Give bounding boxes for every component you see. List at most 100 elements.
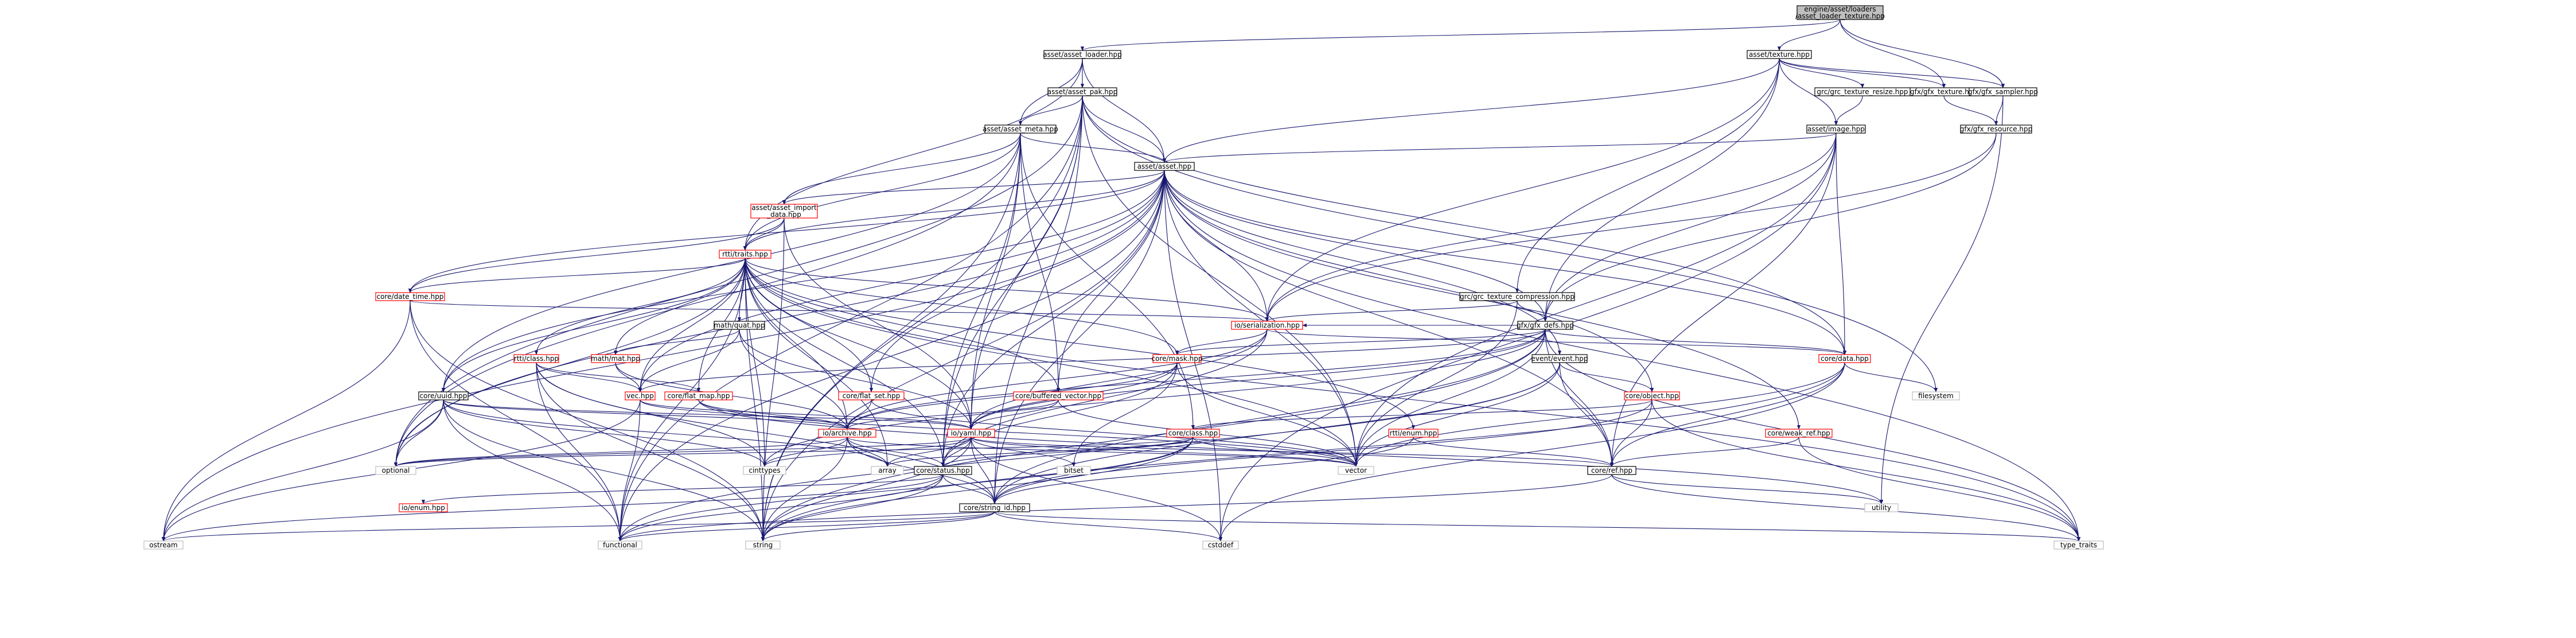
node-utility: utility	[1864, 503, 1899, 512]
edge-core_ref-to-utility	[1611, 474, 1883, 504]
node-io-archive[interactable]: io/archive.hpp	[818, 429, 876, 438]
node-core-mask[interactable]: core/mask.hpp	[1152, 354, 1203, 363]
node-label: asset/asset_meta.hpp	[983, 125, 1058, 133]
node-box	[1231, 321, 1303, 330]
node-core-data[interactable]: core/data.hpp	[1818, 354, 1871, 363]
node-event-event[interactable]: event/event.hpp	[1531, 354, 1588, 363]
edge-asset_pak-to-core_data	[1082, 95, 1847, 355]
node-label: _data.hpp	[766, 211, 801, 219]
edge-rtti_traits-to-core_date_time	[408, 258, 746, 293]
node-asset-meta[interactable]: asset/asset_meta.hpp	[983, 125, 1058, 134]
node-box	[1152, 354, 1202, 363]
node-io-serialization[interactable]: io/serialization.hpp	[1231, 321, 1303, 330]
node-root[interactable]: engine/asset/loaders/asset_loader_textur…	[1795, 5, 1885, 20]
edge-asset_asset-to-vec	[638, 170, 1165, 392]
node-grc-texture-resize[interactable]: grc/grc_texture_resize.hpp	[1814, 87, 1911, 96]
node-rtti-enum[interactable]: rtti/enum.hpp	[1388, 429, 1439, 438]
node-box	[1818, 354, 1871, 363]
node-label: io/serialization.hpp	[1234, 321, 1300, 329]
node-label: engine/asset/loaders	[1804, 5, 1876, 13]
node-box	[1517, 321, 1573, 330]
edge-asset_asset-to-functional	[618, 170, 1165, 542]
node-asset-image[interactable]: asset/image.hpp	[1806, 125, 1866, 134]
edge-asset_pak-to-asset_asset	[1082, 95, 1167, 163]
node-box	[1459, 292, 1575, 301]
edge-rtti_traits-to-math_mat	[613, 258, 746, 355]
node-core-object[interactable]: core/object.hpp	[1624, 391, 1680, 400]
node-label: core/flat_map.hpp	[668, 392, 730, 400]
node-label: vector	[1345, 466, 1367, 474]
node-box	[947, 429, 995, 438]
node-core-flat-set[interactable]: core/flat_set.hpp	[838, 391, 905, 400]
edge-io_serialization-to-core_data	[1266, 329, 1846, 355]
node-core-flat-map[interactable]: core/flat_map.hpp	[664, 391, 733, 400]
node-math-mat[interactable]: math/mat.hpp	[591, 354, 640, 363]
edge-rtti_class-to-core_flat_map	[536, 362, 701, 392]
node-box	[143, 540, 184, 550]
node-io-yaml[interactable]: io/yaml.hpp	[947, 429, 995, 438]
edge-core_flat_set-to-io_archive	[845, 399, 872, 430]
edge-asset_pak-to-asset_meta	[1018, 95, 1083, 126]
edge-core_class-to-core_string_id	[992, 437, 1194, 504]
edge-gfx_sampler-to-gfx_resource	[1994, 95, 2004, 126]
edge-vec-to-io_archive	[640, 399, 849, 430]
node-label: core/status.hpp	[916, 466, 970, 474]
node-label: gfx/gfx_resource.hpp	[1960, 125, 2033, 133]
edge-rtti_traits-to-cinttypes	[745, 258, 767, 467]
node-gfx-defs[interactable]: gfx/gfx_defs.hpp	[1517, 321, 1574, 330]
node-core-class[interactable]: core/class.hpp	[1166, 429, 1220, 438]
edge-io_yaml-to-array	[885, 437, 972, 467]
edge-rtti_class-to-string	[536, 362, 765, 542]
node-asset-import-data[interactable]: asset/asset_import_data.hpp	[750, 204, 818, 219]
node-gfx-texture[interactable]: gfx/gfx_texture.hpp	[1909, 87, 1979, 96]
node-math-quat[interactable]: math/quat.hpp	[714, 321, 765, 330]
edge-core_buffered_vector-to-io_archive	[845, 399, 1059, 430]
node-label: optional	[382, 466, 410, 474]
node-gfx-sampler[interactable]: gfx/gfx_sampler.hpp	[1968, 87, 2038, 96]
edge-asset_import_data-to-core_date_time	[408, 217, 785, 293]
node-grc-texture-compression[interactable]: grc/grc_texture_compression.hpp	[1459, 292, 1575, 301]
node-rtti-traits[interactable]: rtti/traits.hpp	[719, 250, 771, 259]
node-gfx-resource[interactable]: gfx/gfx_resource.hpp	[1960, 125, 2033, 134]
node-box	[1388, 429, 1439, 438]
node-label: asset/asset_pak.hpp	[1047, 88, 1118, 96]
edge-gfx_defs-to-core_mask	[1175, 329, 1546, 355]
node-io-enum[interactable]: io/enum.hpp	[399, 503, 448, 512]
node-label: grc/grc_texture_compression.hpp	[1460, 293, 1575, 301]
edge-asset_asset-to-string	[761, 170, 1165, 542]
node-asset-pak[interactable]: asset/asset_pak.hpp	[1047, 87, 1118, 96]
node-core-date-time[interactable]: core/date_time.hpp	[375, 292, 445, 301]
node-string: string	[745, 540, 781, 550]
node-core-uuid[interactable]: core/uuid.hpp	[418, 391, 469, 400]
edge-asset_import_data-to-rtti_traits	[743, 217, 785, 251]
node-core-weak-ref[interactable]: core/weak_ref.hpp	[1765, 429, 1833, 438]
node-vec[interactable]: vec.hpp	[625, 391, 656, 400]
edge-asset_meta-to-core_class	[1020, 133, 1195, 430]
edge-asset_meta-to-io_yaml	[969, 133, 1021, 430]
node-box	[959, 503, 1030, 512]
node-vector: vector	[1338, 466, 1374, 475]
node-core-string-id[interactable]: core/string_id.hpp	[959, 503, 1030, 512]
edge-asset_texture-to-grc_texture_resize	[1779, 58, 1865, 88]
node-asset-texture[interactable]: asset/texture.hpp	[1747, 50, 1812, 59]
edge-rtti_traits-to-rtti_class	[534, 258, 746, 355]
node-bitset: bitset	[1057, 466, 1091, 475]
node-core-buffered-vector[interactable]: core/buffered_vector.hpp	[1013, 391, 1104, 400]
node-core-status[interactable]: core/status.hpp	[914, 466, 972, 475]
node-core-ref[interactable]: core/ref.hpp	[1587, 466, 1636, 475]
node-label: grc/grc_texture_resize.hpp	[1817, 88, 1908, 96]
edge-core_object-to-core_string_id	[993, 399, 1653, 504]
node-box	[745, 540, 781, 550]
node-asset-loader[interactable]: asset/asset_loader.hpp	[1043, 50, 1122, 59]
node-label: io/yaml.hpp	[951, 429, 992, 437]
edge-asset_texture-to-io_serialization	[1265, 58, 1780, 322]
edge-root-to-asset_texture	[1777, 19, 1841, 51]
node-asset-asset[interactable]: asset/asset.hpp	[1134, 162, 1195, 171]
edge-asset_image-to-asset_asset	[1163, 133, 1837, 163]
node-rtti-class[interactable]: rtti/class.hpp	[513, 354, 559, 363]
edge-core_date_time-to-io_serialization	[410, 300, 1269, 322]
edge-asset_texture-to-grc_texture_compression	[1515, 58, 1780, 293]
edge-io_archive-to-core_status	[847, 437, 945, 467]
edge-core_flat_set-to-vector	[871, 399, 1358, 467]
edge-core_object-to-core_ref	[1609, 399, 1653, 467]
